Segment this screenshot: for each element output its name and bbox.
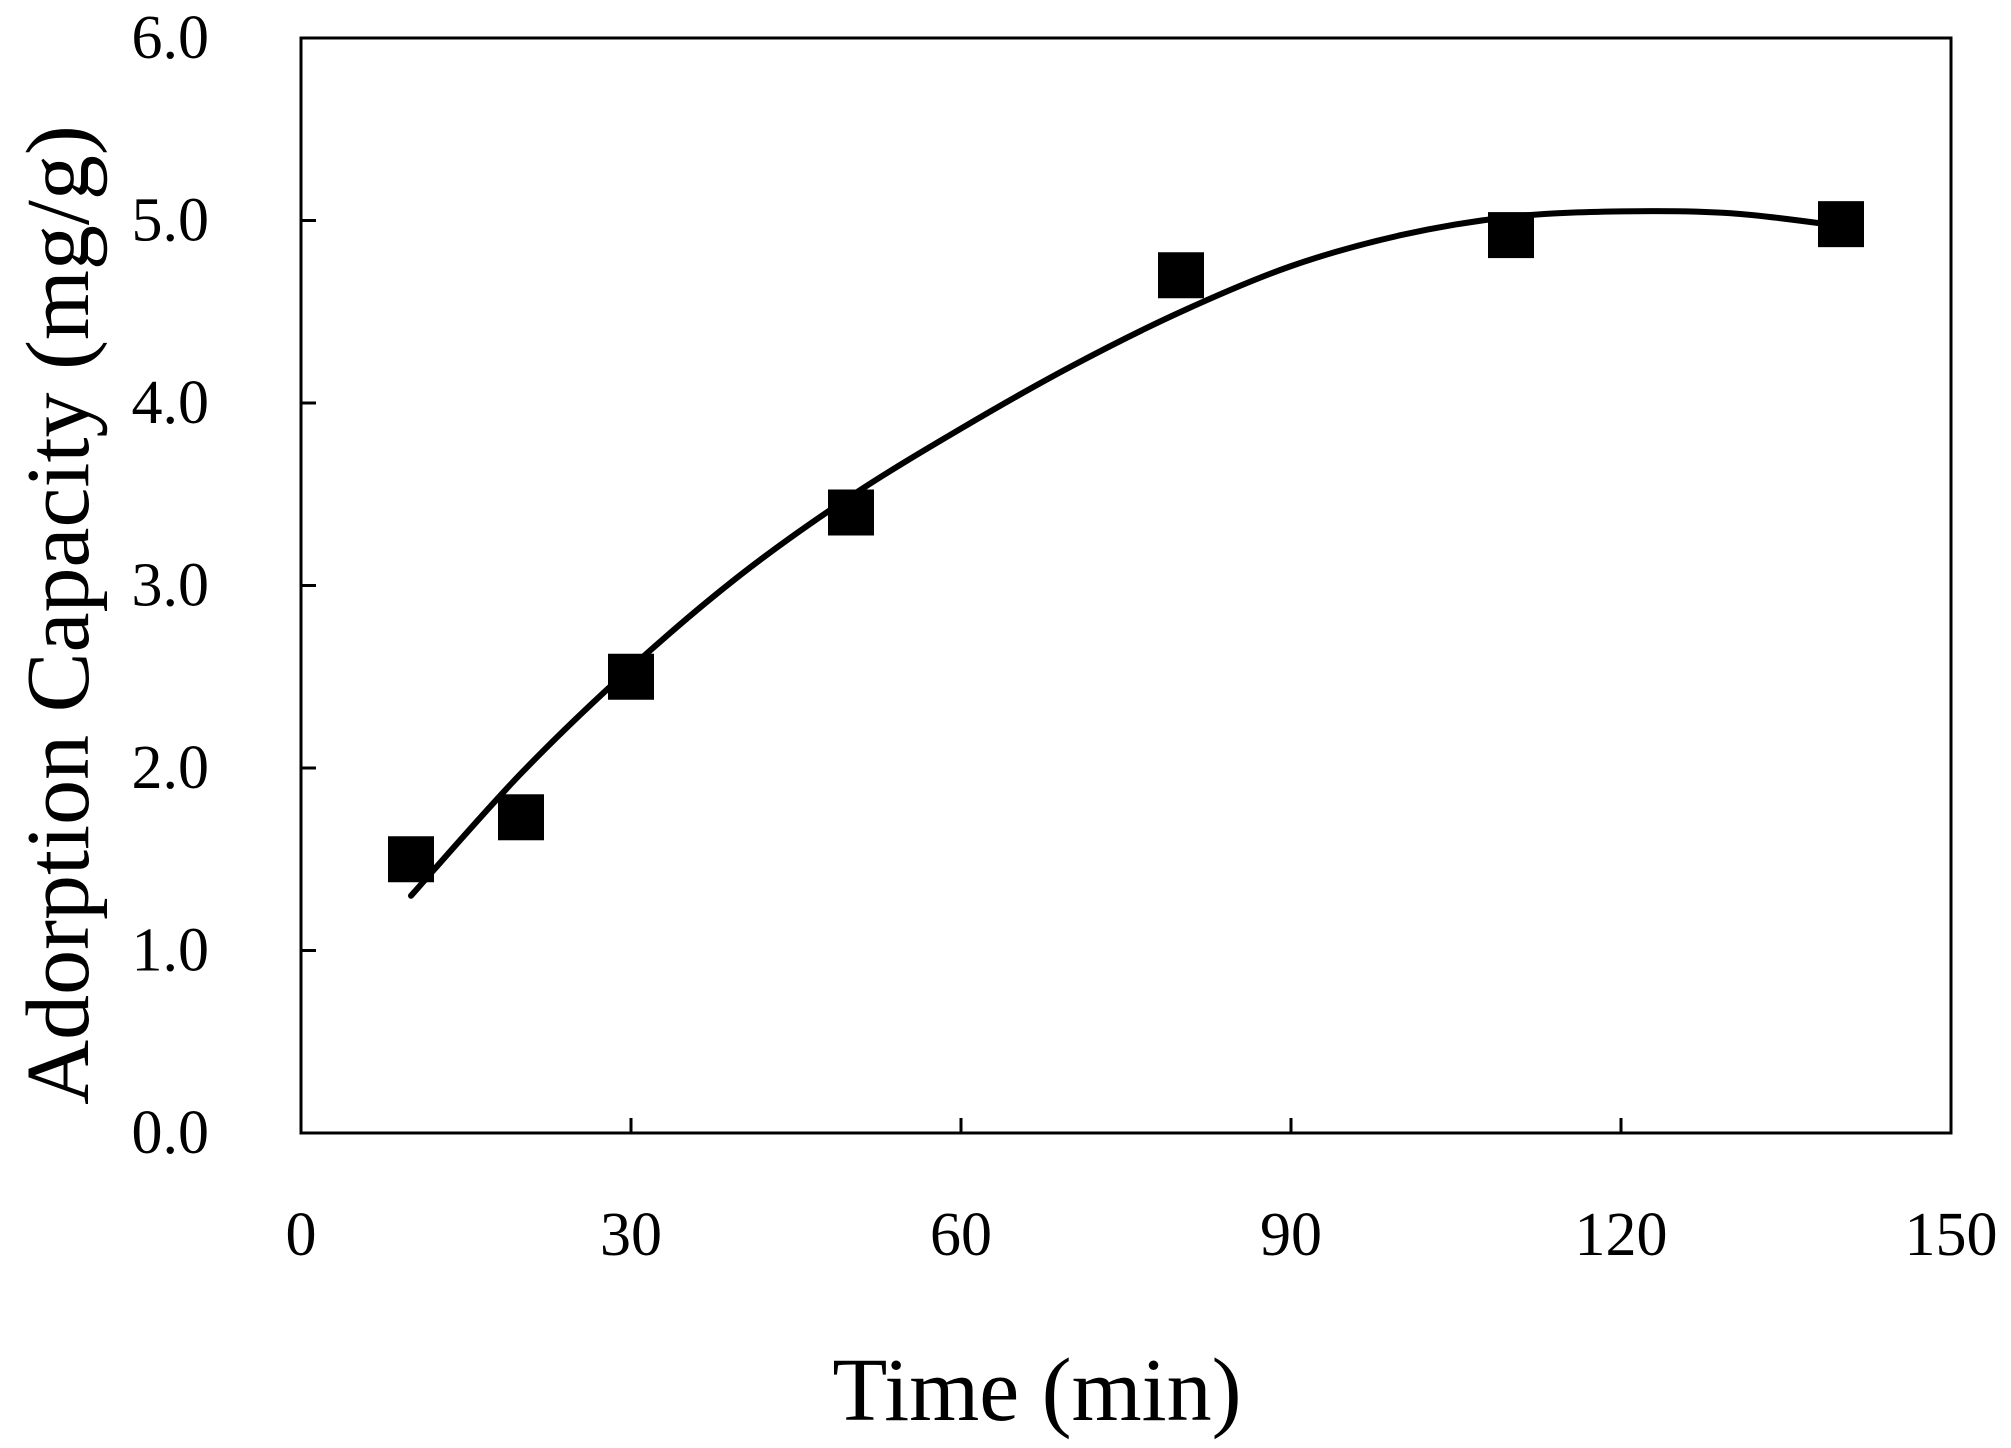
- x-tick-label: 90: [1260, 1201, 1322, 1269]
- fit-curve: [408, 208, 1844, 899]
- x-tick-label: 150: [1905, 1201, 1998, 1269]
- data-point: [388, 836, 434, 883]
- y-tick-label: 2.0: [132, 734, 210, 802]
- data-point: [1158, 252, 1204, 299]
- y-tick-label: 6.0: [132, 4, 210, 72]
- y-axis-title: Adorption Capacity (mg/g): [9, 125, 108, 1105]
- y-tick-label: 4.0: [132, 369, 210, 437]
- x-tick-label: 120: [1575, 1201, 1668, 1269]
- y-tick-label: 3.0: [132, 552, 210, 620]
- data-point: [498, 794, 544, 841]
- x-axis-ticks: 0 30 60 90 120 150: [286, 1118, 1998, 1269]
- data-point: [1818, 201, 1864, 248]
- x-tick-label: 30: [600, 1201, 662, 1269]
- data-point: [1488, 212, 1534, 259]
- data-point: [608, 653, 654, 700]
- x-tick-label: 0: [286, 1201, 317, 1269]
- fit-curve-layer: [408, 208, 1844, 899]
- x-tick-label: 60: [930, 1201, 992, 1269]
- plot-frame: [299, 36, 1953, 1135]
- y-tick-label: 5.0: [132, 187, 210, 255]
- y-tick-label: 1.0: [132, 917, 210, 985]
- y-axis-ticks: 0.0 1.0 2.0 3.0 4.0 5.0 6.0: [132, 4, 316, 1167]
- x-axis-title: Time (min): [832, 1341, 1241, 1440]
- data-points-layer: [388, 201, 1864, 883]
- y-tick-label: 0.0: [132, 1099, 210, 1167]
- data-point: [828, 489, 874, 536]
